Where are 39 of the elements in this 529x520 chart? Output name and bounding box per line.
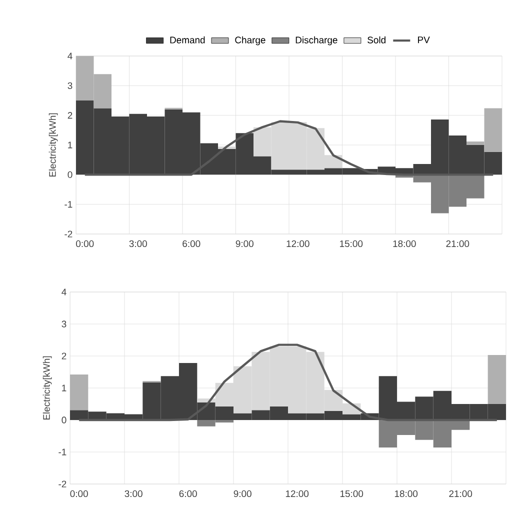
x-tick-label: 3:00 bbox=[129, 240, 147, 248]
bar bbox=[488, 355, 506, 404]
x-tick-label: 21:00 bbox=[449, 490, 472, 498]
x-tick-label: 9:00 bbox=[234, 490, 252, 498]
y-tick-label: 3 bbox=[68, 82, 72, 90]
y-tick-label: 4 bbox=[68, 52, 72, 60]
y-tick-label: -2 bbox=[58, 480, 66, 488]
y-tick-label: 1 bbox=[62, 384, 66, 392]
y-tick-label: -2 bbox=[64, 230, 72, 238]
x-tick-label: 18:00 bbox=[394, 490, 418, 498]
y-axis-title: Electricity[kWh] bbox=[42, 356, 52, 420]
x-tick-label: 9:00 bbox=[236, 240, 254, 248]
y-tick-label: 4 bbox=[62, 288, 66, 296]
x-tick-label: 3:00 bbox=[124, 490, 142, 498]
y-axis-title: Electricity[kWh] bbox=[48, 113, 58, 177]
legend-label: Demand bbox=[170, 36, 205, 44]
x-tick-label: 6:00 bbox=[179, 490, 197, 498]
x-tick-label: 0:00 bbox=[70, 490, 88, 498]
x-tick-label: 15:00 bbox=[340, 240, 363, 248]
x-tick-label: 21:00 bbox=[446, 240, 470, 248]
y-tick-label: 0 bbox=[62, 416, 66, 424]
y-tick-label: 2 bbox=[62, 352, 66, 360]
x-tick-label: 18:00 bbox=[393, 240, 416, 248]
x-tick-label: 0:00 bbox=[76, 240, 94, 248]
legend-label: Discharge bbox=[296, 36, 338, 46]
y-tick-label: -1 bbox=[64, 201, 72, 208]
x-tick-label: 12:00 bbox=[286, 240, 310, 248]
bar bbox=[70, 374, 88, 410]
legend-label: PV bbox=[418, 36, 430, 44]
legend-label: Sold bbox=[368, 36, 386, 44]
y-tick-label: 3 bbox=[62, 320, 66, 328]
x-tick-label: 6:00 bbox=[182, 240, 200, 248]
x-tick-label: 15:00 bbox=[340, 490, 364, 498]
x-tick-label: 12:00 bbox=[286, 490, 309, 498]
y-tick-label: 2 bbox=[68, 112, 72, 119]
y-tick-label: 0 bbox=[68, 171, 72, 178]
y-tick-label: 1 bbox=[68, 142, 72, 148]
y-tick-label: -1 bbox=[58, 448, 66, 456]
legend-label: Charge bbox=[235, 36, 266, 46]
